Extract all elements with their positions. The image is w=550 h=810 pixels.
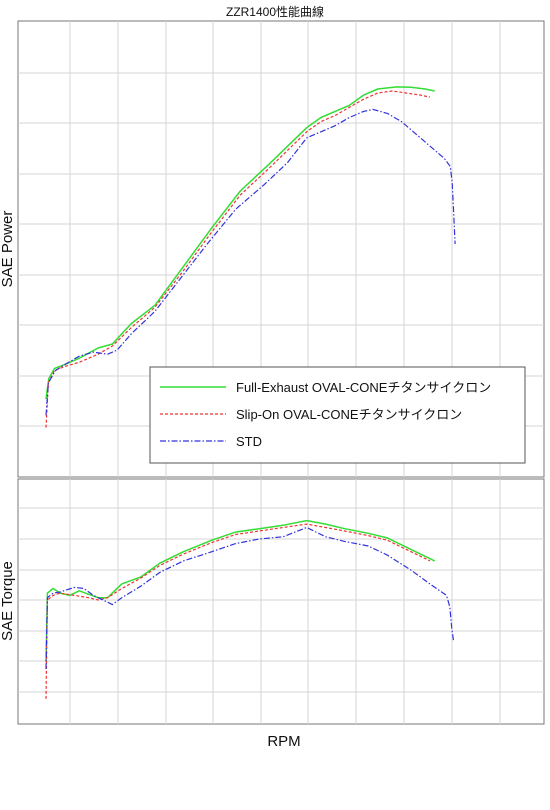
power-series-line-slip-on	[45, 90, 431, 428]
power-series-line-std	[45, 108, 456, 416]
torque-series-lines	[45, 519, 455, 699]
torque-series-line-std	[45, 526, 455, 670]
legend-label-std: STD	[236, 434, 262, 449]
legend-label-slip-on: Slip-On OVAL-CONEチタンサイクロン	[236, 407, 462, 422]
torque-panel: SAE Torque	[0, 478, 545, 725]
chart-title: ZZR1400性能曲線	[226, 4, 324, 19]
legend-label-full-exhaust: Full-Exhaust OVAL-CONEチタンサイクロン	[236, 380, 491, 395]
legend-box	[149, 366, 526, 464]
torque-y-axis-label: SAE Torque	[0, 561, 16, 641]
torque-series-line-full-exhaust	[45, 519, 436, 663]
legend: Full-Exhaust OVAL-CONEチタンサイクロン Slip-On O…	[149, 366, 526, 464]
x-axis-label: RPM	[267, 733, 300, 750]
power-series-line-full-exhaust	[45, 86, 435, 400]
power-y-axis-label: SAE Power	[0, 211, 16, 288]
torque-plot-frame	[17, 478, 545, 725]
power-series-lines	[45, 86, 456, 428]
torque-grid	[18, 479, 544, 724]
